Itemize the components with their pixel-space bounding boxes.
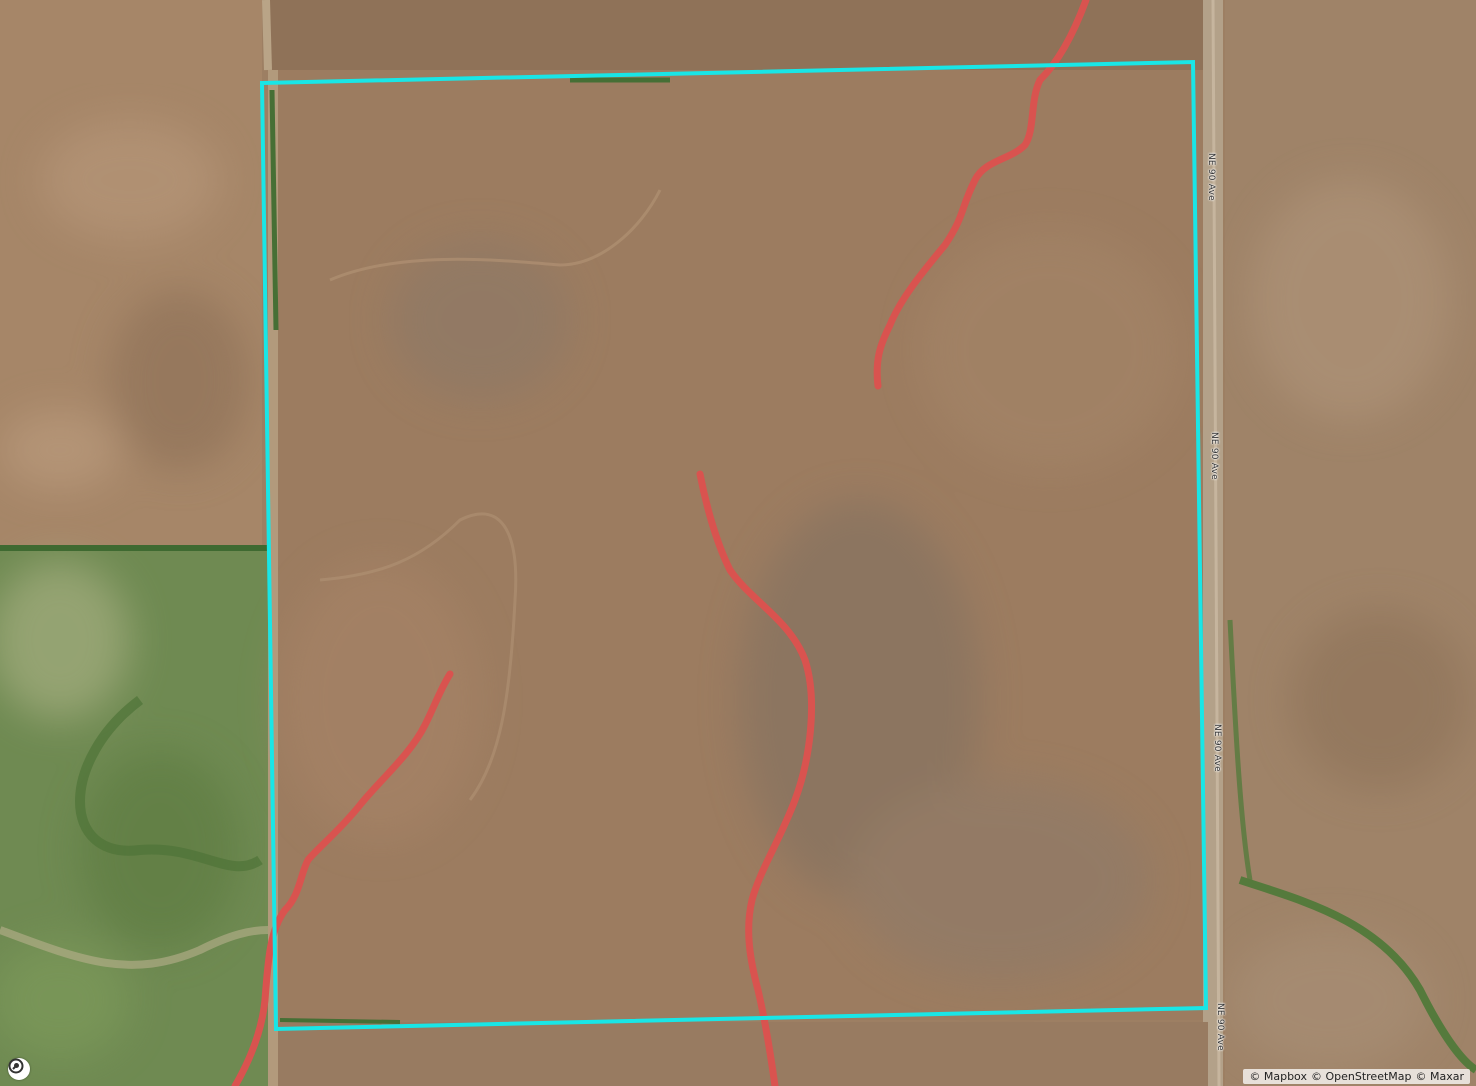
map-attribution: © Mapbox © OpenStreetMap © Maxar [1243, 1069, 1470, 1084]
road-label: NE 90 Ave [1215, 1003, 1225, 1051]
mapbox-logo-icon[interactable] [8, 1058, 30, 1080]
drainage-lines [231, 0, 1090, 1086]
road-label: NE 90 Ave [1209, 432, 1219, 480]
drainage-line [696, 470, 815, 1086]
drainage-line [231, 670, 454, 1086]
road-label: NE 90 Ave [1206, 153, 1216, 201]
attribution-mapbox-link[interactable]: © Mapbox [1249, 1070, 1307, 1083]
property-boundary [259, 59, 1209, 1032]
attribution-osm-link[interactable]: © OpenStreetMap [1310, 1070, 1412, 1083]
attribution-maxar-link[interactable]: © Maxar [1415, 1070, 1464, 1083]
road-label: NE 90 Ave [1212, 724, 1222, 772]
drainage-line [873, 0, 1090, 390]
